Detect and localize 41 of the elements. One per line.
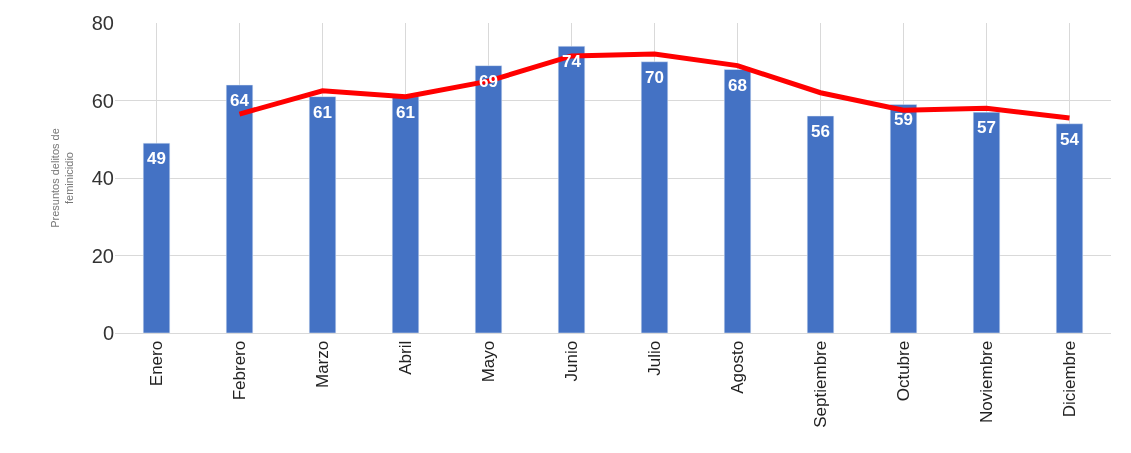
- x-tick-label: Junio: [562, 340, 582, 382]
- bar: [474, 65, 503, 333]
- x-tick-label: Noviembre: [977, 340, 997, 423]
- x-tick-label: Septiembre: [811, 340, 831, 428]
- bar: [806, 115, 835, 333]
- data-label: 49: [147, 149, 166, 168]
- x-tick-label: Diciembre: [1060, 340, 1080, 418]
- bar: [889, 104, 918, 333]
- y-axis-title: Presuntos delitos de feminicidio: [49, 128, 76, 228]
- data-label: 68: [728, 76, 747, 95]
- data-label: 61: [396, 103, 415, 122]
- bar: [391, 96, 420, 333]
- x-tick-label: Julio: [645, 340, 665, 376]
- x-tick-label: Febrero: [230, 340, 250, 401]
- data-label: 57: [977, 118, 996, 137]
- bar: [972, 111, 1001, 333]
- data-label: 74: [562, 52, 582, 71]
- bar: [225, 84, 254, 333]
- data-label: 54: [1060, 130, 1080, 149]
- bar: [557, 46, 586, 333]
- bar: [1055, 123, 1084, 333]
- bar: [640, 61, 669, 333]
- data-label: 70: [645, 68, 664, 87]
- data-label: 64: [230, 91, 250, 110]
- x-tick-label: Mayo: [479, 340, 499, 383]
- x-tick-label: Marzo: [313, 340, 333, 389]
- x-tick-label: Enero: [147, 340, 167, 387]
- y-tick-label: 0: [102, 322, 114, 344]
- x-tick-label: Abril: [396, 340, 416, 375]
- y-tick-label: 40: [91, 167, 114, 189]
- x-tick-label: Octubre: [894, 340, 914, 402]
- data-label: 56: [811, 122, 830, 141]
- data-label: 61: [313, 103, 332, 122]
- bar: [142, 142, 171, 333]
- x-tick-label: Agosto: [728, 340, 748, 394]
- y-tick-label: 20: [91, 244, 114, 267]
- y-tick-label: 60: [91, 89, 114, 112]
- bar: [723, 69, 752, 333]
- bar: [308, 96, 337, 333]
- data-label: 59: [894, 110, 913, 129]
- y-tick-label: 80: [91, 12, 114, 34]
